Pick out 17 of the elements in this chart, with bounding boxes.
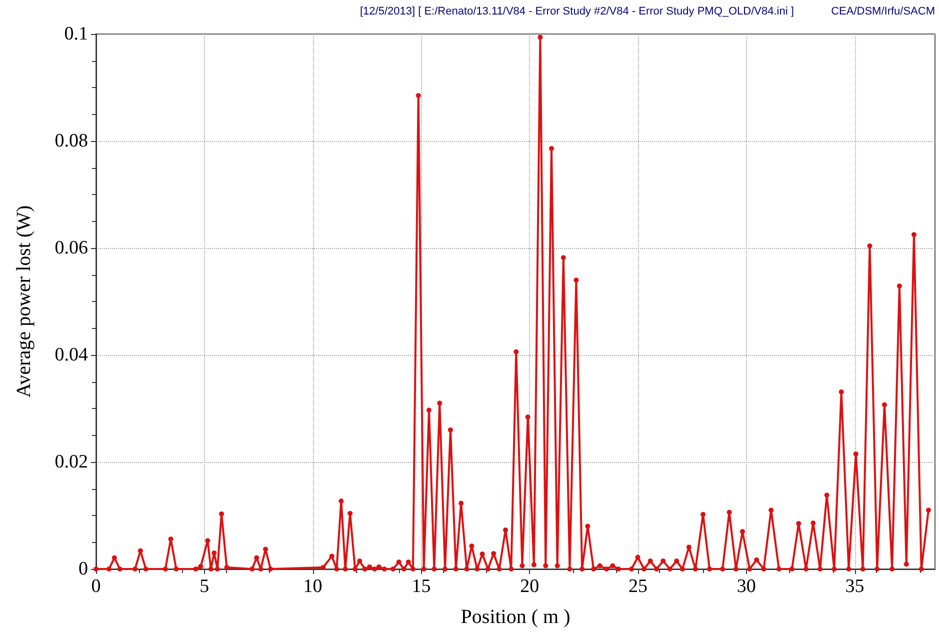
y-tick-label: 0.02 xyxy=(54,452,88,472)
x-tick-label: 35 xyxy=(845,576,864,597)
x-tick-label: 5 xyxy=(200,576,210,597)
x-tick-label: 10 xyxy=(303,576,322,597)
y-tick-label: 0.1 xyxy=(64,24,88,44)
x-tick-label: 15 xyxy=(412,576,431,597)
y-tick-label: 0.06 xyxy=(54,238,88,258)
y-axis-title: Average power lost (W) xyxy=(13,205,35,398)
x-tick-label: 30 xyxy=(736,576,756,597)
x-axis-title: Position ( m ) xyxy=(460,606,570,628)
y-tick-label: 0.04 xyxy=(54,344,88,366)
y-tick-label: 0 xyxy=(78,558,88,580)
x-tick-label: 20 xyxy=(520,576,540,597)
x-tick-label: 25 xyxy=(628,576,648,597)
text: CEA/DSM/Irfu/SACM xyxy=(831,6,935,18)
y-tick-label: 0.08 xyxy=(54,130,88,152)
text: [12/5/2013] [ E:/Renato/13.11/V84 - Error Study #2/V84 - Error Study PMQ_OLD/V84.ini ] xyxy=(360,6,794,18)
